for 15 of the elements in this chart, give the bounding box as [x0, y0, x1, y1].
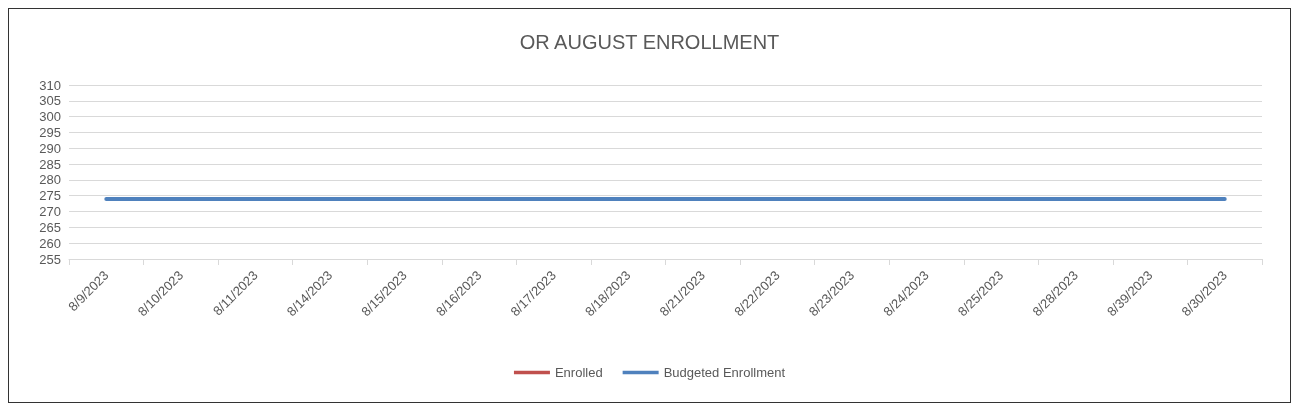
y-tick-label: 260: [39, 235, 61, 251]
y-tick-label: 290: [39, 140, 61, 156]
y-tick-label: 305: [39, 93, 61, 109]
y-tick-label: 295: [39, 124, 61, 140]
legend-label: Budgeted Enrollment: [663, 365, 786, 380]
y-tick-label: 275: [39, 188, 61, 204]
y-tick-label: 280: [39, 172, 61, 188]
y-tick-label: 285: [39, 156, 61, 172]
y-tick-label: 255: [39, 251, 61, 267]
legend-label: Enrolled: [554, 365, 603, 380]
y-tick-label: 300: [39, 109, 61, 125]
y-tick-label: 310: [39, 77, 61, 93]
y-tick-label: 265: [39, 219, 61, 235]
chart-title: OR AUGUST ENROLLMENT: [519, 31, 780, 53]
y-tick-label: 270: [39, 204, 61, 220]
